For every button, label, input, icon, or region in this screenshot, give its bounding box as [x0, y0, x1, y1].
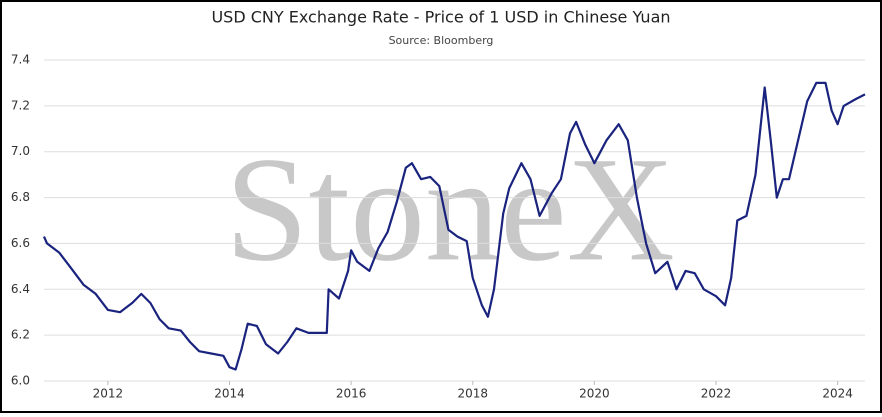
y-tick-label: 6.4 [11, 282, 30, 296]
x-tick-label: 2012 [93, 387, 124, 401]
y-tick-label: 7.4 [11, 53, 30, 67]
x-tick-label: 2016 [336, 387, 367, 401]
data-line [42, 81, 866, 371]
x-tick-label: 2014 [214, 387, 245, 401]
chart-subtitle: Source: Bloomberg [389, 34, 494, 47]
y-tick-label: 6.2 [11, 328, 30, 342]
x-tick-label: 2020 [579, 387, 610, 401]
chart-title: USD CNY Exchange Rate - Price of 1 USD i… [211, 8, 670, 27]
x-tick-label: 2018 [457, 387, 488, 401]
y-tick-label: 7.0 [11, 144, 30, 158]
x-tick-label: 2022 [701, 387, 732, 401]
y-tick-label: 6.8 [11, 190, 30, 204]
y-tick-label: 7.2 [11, 98, 30, 112]
y-tick-label: 6.0 [11, 374, 30, 388]
x-tick-label: 2024 [822, 387, 853, 401]
y-tick-label: 6.6 [11, 236, 30, 250]
